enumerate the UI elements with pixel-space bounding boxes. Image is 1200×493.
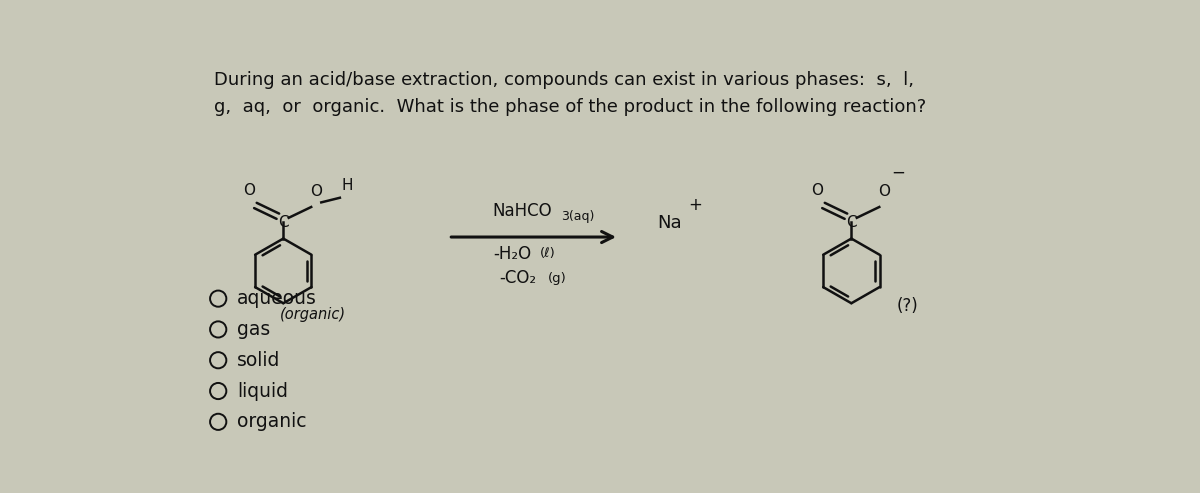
Text: +: + [689, 196, 702, 213]
Text: C: C [846, 215, 857, 230]
Text: gas: gas [236, 320, 270, 339]
Text: liquid: liquid [236, 382, 288, 400]
Text: During an acid/base extraction, compounds can exist in various phases:  s,  l,: During an acid/base extraction, compound… [214, 70, 913, 89]
Text: (g): (g) [547, 272, 566, 284]
Text: Na: Na [658, 214, 683, 232]
Text: O: O [811, 183, 823, 198]
Text: C: C [278, 215, 289, 230]
Text: (organic): (organic) [280, 307, 346, 322]
Text: O: O [310, 184, 322, 199]
Text: -CO₂: -CO₂ [499, 269, 536, 287]
Text: H: H [341, 178, 353, 193]
Text: O: O [878, 184, 890, 199]
Text: solid: solid [236, 351, 280, 370]
Text: organic: organic [236, 412, 306, 431]
Text: NaHCO: NaHCO [492, 202, 552, 220]
Text: g,  aq,  or  organic.  What is the phase of the product in the following reactio: g, aq, or organic. What is the phase of … [214, 99, 926, 116]
Text: (ℓ): (ℓ) [540, 247, 556, 260]
Text: −: − [890, 164, 905, 181]
Text: (?): (?) [896, 297, 918, 315]
Text: -H₂O: -H₂O [493, 245, 530, 263]
Text: aqueous: aqueous [236, 289, 317, 308]
Text: O: O [244, 183, 256, 198]
Text: 3(aq): 3(aq) [562, 210, 594, 223]
